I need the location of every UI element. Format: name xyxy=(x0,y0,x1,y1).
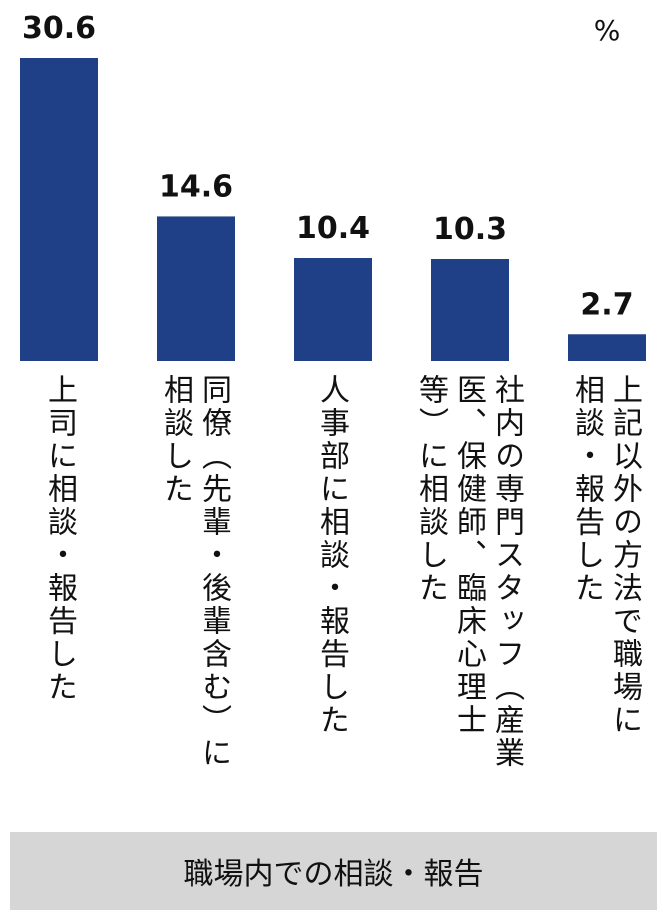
bar-2 xyxy=(294,258,372,361)
value-label-4: 2.7 xyxy=(580,287,633,322)
value-label-0: 30.6 xyxy=(22,11,96,46)
bar-chart: 30.6 14.6 10.4 10.3 2.7 % xyxy=(20,11,646,361)
unit-label: % xyxy=(594,14,621,47)
value-labels-layer: 30.6 14.6 10.4 10.3 2.7 xyxy=(22,11,634,322)
chart-footer: 職場内での相談・報告 xyxy=(10,832,657,910)
footer-label: 職場内での相談・報告 xyxy=(183,857,484,892)
value-label-2: 10.4 xyxy=(296,211,370,246)
bar-4 xyxy=(568,334,646,361)
category-label-1: 同僚（先輩・後輩含む）に 相談した xyxy=(158,374,231,770)
bar-0 xyxy=(20,58,98,361)
bars-layer xyxy=(20,58,646,361)
value-label-3: 10.3 xyxy=(433,212,507,247)
category-label-4: 上記以外の方法で職場に 相談・報告した xyxy=(569,374,642,737)
bar-3 xyxy=(431,259,509,361)
value-label-1: 14.6 xyxy=(159,169,233,204)
category-label-3: 社内の専門スタッフ（産業 医、保健師、臨床心理士 等）に相談した xyxy=(413,374,524,770)
category-label-2: 人事部に相談・報告した xyxy=(314,374,349,737)
bar-1 xyxy=(157,216,235,361)
category-label-0: 上司に相談・報告した xyxy=(42,374,77,704)
